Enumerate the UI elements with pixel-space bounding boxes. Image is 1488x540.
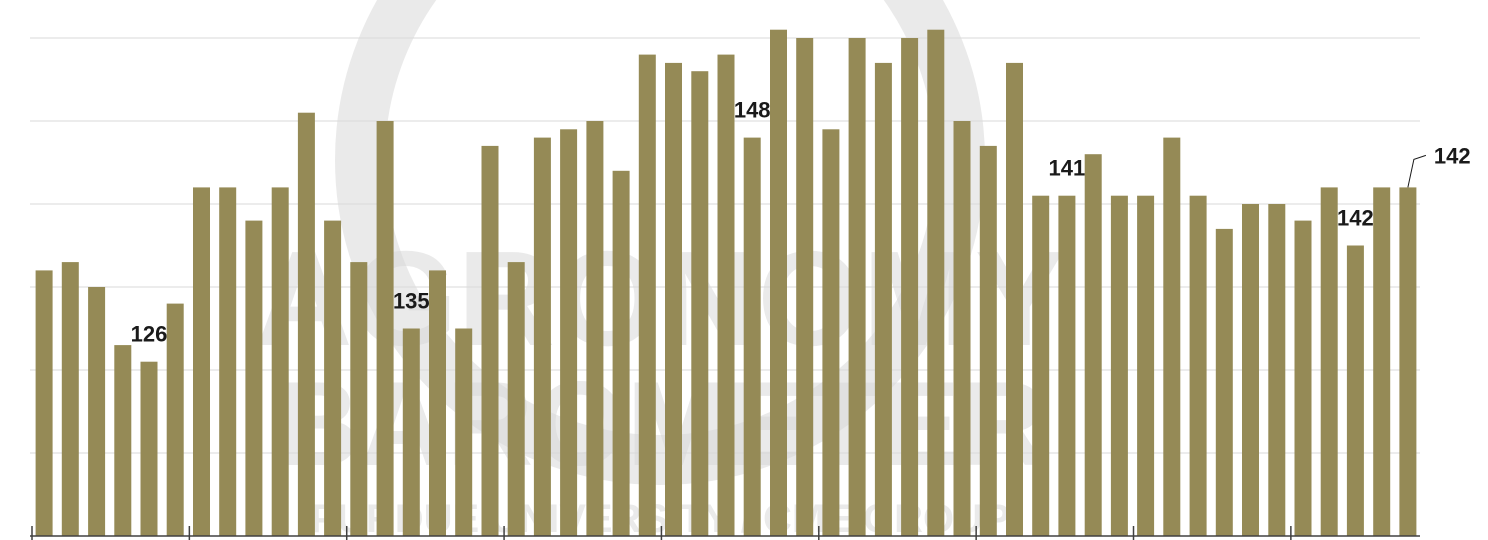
bar	[1346, 245, 1364, 536]
bar	[429, 270, 446, 536]
bar	[1006, 62, 1023, 537]
bar	[638, 54, 656, 536]
bar	[507, 262, 525, 536]
data-label: 135	[393, 289, 430, 314]
bar	[271, 187, 289, 536]
data-label: 126	[131, 322, 168, 347]
bar	[245, 220, 263, 536]
bar	[88, 287, 106, 536]
data-labels: 126 135 148 141 142 142	[131, 98, 1471, 347]
bar	[1242, 204, 1259, 536]
bar	[927, 29, 945, 536]
bar	[1320, 187, 1338, 536]
bar	[402, 328, 420, 536]
bar	[193, 187, 210, 536]
bar	[612, 170, 630, 537]
bar	[1268, 204, 1286, 536]
bar	[874, 62, 892, 537]
x-axis	[30, 526, 1420, 540]
bar	[455, 328, 473, 536]
bar	[324, 220, 342, 536]
bar	[1399, 187, 1417, 536]
watermark-line-3: PURDUE UNIVERSITY / CME GROUP	[310, 497, 1009, 540]
bar	[35, 270, 53, 536]
bar	[717, 54, 735, 536]
bar	[822, 129, 840, 537]
bar	[61, 262, 79, 536]
bar	[533, 137, 551, 536]
bar	[297, 112, 315, 536]
bar	[219, 187, 237, 536]
bar	[1110, 195, 1128, 536]
bar	[901, 38, 919, 536]
bar	[1189, 195, 1207, 536]
bars	[35, 29, 1417, 537]
bar	[1032, 195, 1050, 536]
bar	[1294, 220, 1312, 536]
bar	[376, 121, 394, 536]
bar	[350, 262, 368, 536]
data-label-leader	[1407, 154, 1427, 188]
bar	[1084, 154, 1102, 536]
bar	[114, 345, 132, 536]
data-label: 142	[1337, 206, 1374, 231]
bar	[586, 121, 604, 536]
data-label: 148	[734, 98, 771, 123]
bar	[848, 38, 866, 536]
bar	[665, 62, 682, 537]
bar	[1058, 195, 1076, 536]
bar	[1215, 228, 1233, 536]
bar	[979, 145, 997, 536]
bar	[770, 29, 787, 536]
data-label: 141	[1049, 156, 1086, 181]
bar	[953, 121, 971, 536]
bar	[166, 303, 184, 536]
data-label: 142	[1434, 143, 1471, 168]
bar	[796, 38, 814, 536]
bar	[1163, 137, 1181, 536]
bar	[1137, 195, 1155, 536]
bar	[743, 137, 761, 536]
bar	[140, 361, 158, 536]
bar	[691, 71, 709, 536]
bar	[560, 129, 578, 537]
bar	[1373, 187, 1391, 536]
bar	[481, 145, 499, 536]
